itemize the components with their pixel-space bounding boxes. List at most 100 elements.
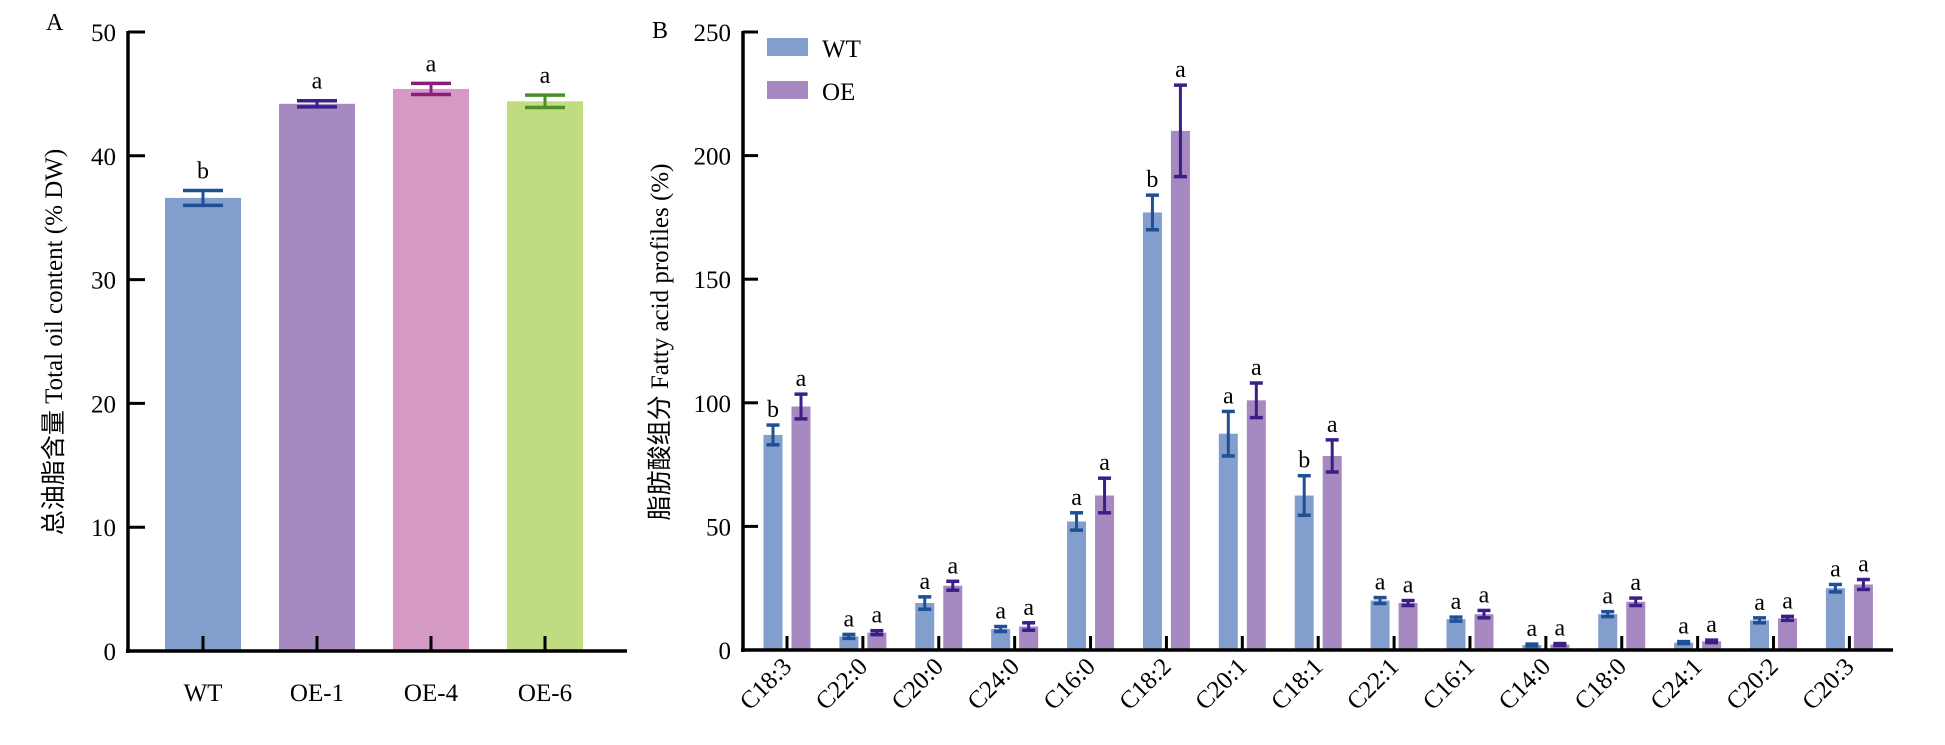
legend: WT OE	[767, 36, 861, 106]
bar-wt-c16-1	[1446, 619, 1466, 650]
x-tick-label: C16:1	[1418, 653, 1480, 715]
significance-label: a	[1630, 570, 1641, 596]
significance-label: a	[872, 603, 883, 629]
significance-label: a	[1175, 57, 1186, 83]
significance-label: a	[947, 553, 958, 579]
legend-swatch-oe	[767, 81, 808, 99]
significance-label: a	[1403, 573, 1414, 599]
significance-label: a	[1527, 616, 1538, 642]
panel-b-label: B	[652, 18, 668, 44]
significance-label: b	[1146, 167, 1158, 193]
significance-label: a	[426, 51, 437, 77]
significance-label: a	[1555, 616, 1566, 642]
panel-a-axes: WT OE-1 OE-4 OE-6 0 10 20 30 40 50	[91, 20, 627, 707]
x-tick-label: C20:3	[1797, 653, 1859, 715]
significance-label: a	[1830, 556, 1841, 582]
x-tick-label: C14:0	[1494, 653, 1556, 715]
bar-wt-c18-3	[763, 434, 783, 650]
bar-oe-c18-0	[1626, 601, 1646, 650]
significance-label: a	[796, 366, 807, 392]
y-tick-label: 200	[694, 144, 732, 171]
bar-oe-c16-1	[1474, 614, 1494, 650]
x-tick-label: C18:0	[1570, 653, 1632, 715]
bar-oe-c20-3	[1853, 584, 1873, 650]
significance-label: a	[1071, 485, 1082, 511]
x-tick-label: C20:1	[1190, 653, 1252, 715]
y-tick-label: 20	[91, 391, 116, 418]
x-tick-label: OE-4	[404, 680, 459, 707]
significance-label: a	[995, 599, 1006, 625]
x-tick-label: C22:0	[811, 653, 873, 715]
x-tick-label: C18:1	[1266, 653, 1328, 715]
y-tick-label: 30	[91, 268, 116, 295]
x-tick-label: C20:2	[1721, 653, 1783, 715]
x-tick-label: C18:2	[1114, 653, 1176, 715]
panel-a-label: A	[46, 10, 64, 36]
significance-label: a	[1099, 450, 1110, 476]
bar-wt-c24-1	[1674, 642, 1694, 650]
bar-wt-c16-0	[1067, 521, 1087, 650]
significance-label: a	[1451, 589, 1462, 615]
significance-label: a	[1706, 612, 1717, 638]
x-tick-label: C24:0	[963, 653, 1025, 715]
bar-oe-1	[279, 103, 355, 651]
x-tick-label: WT	[184, 680, 223, 707]
y-tick-label: 50	[91, 20, 116, 47]
significance-label: a	[1479, 582, 1490, 608]
panel-a: A b a a a WT OE-1 OE-4 OE-6 0 10 20 30 40 50 总油脂含量 T…	[40, 10, 627, 707]
y-tick-label: 250	[694, 20, 732, 47]
significance-label: b	[767, 397, 779, 423]
significance-label: a	[1375, 570, 1386, 596]
bar-oe-c20-0	[943, 585, 963, 650]
bar-wt-c18-0	[1598, 614, 1618, 650]
y-tick-label: 100	[694, 391, 732, 418]
significance-label: a	[1858, 552, 1869, 578]
bar-wt-c20-3	[1825, 588, 1845, 650]
x-tick-label: C16:0	[1038, 653, 1100, 715]
significance-label: a	[844, 606, 855, 632]
significance-label: a	[1223, 383, 1234, 409]
significance-label: a	[1251, 355, 1262, 381]
significance-label: a	[919, 569, 930, 595]
bar-wt	[165, 197, 241, 651]
y-tick-label: 50	[706, 514, 731, 541]
x-tick-label: C22:1	[1342, 653, 1404, 715]
bar-wt-c18-1	[1294, 495, 1314, 650]
bar-oe-c22-0	[867, 632, 887, 650]
y-tick-label: 0	[719, 638, 732, 665]
x-tick-label: C24:1	[1646, 653, 1708, 715]
legend-label-oe: OE	[822, 79, 855, 106]
significance-label: a	[540, 63, 551, 89]
significance-label: a	[1023, 595, 1034, 621]
significance-label: b	[197, 158, 209, 184]
bar-wt-c18-2	[1142, 212, 1162, 650]
bar-oe-c18-2	[1170, 130, 1190, 650]
panel-b-y-axis-title: 脂肪酸组分 Fatty acid profiles (%)	[646, 164, 674, 521]
x-tick-label: OE-1	[290, 680, 344, 707]
bar-oe-c24-0	[1019, 626, 1039, 650]
significance-label: a	[312, 69, 323, 95]
significance-label: a	[1782, 588, 1793, 614]
legend-label-wt: WT	[822, 36, 861, 63]
panel-a-bars: b a a a	[165, 51, 583, 651]
significance-label: a	[1754, 590, 1765, 616]
panel-a-y-axis-title: 总油脂含量 Total oil content (% DW)	[40, 149, 68, 535]
significance-label: a	[1327, 412, 1338, 438]
bar-wt-c22-1	[1370, 600, 1390, 650]
bar-oe-c20-2	[1778, 618, 1798, 650]
bar-oe-c20-1	[1246, 400, 1266, 650]
bar-oe-c18-1	[1322, 455, 1342, 650]
significance-label: a	[1678, 614, 1689, 640]
bar-oe-c16-0	[1095, 495, 1115, 650]
y-tick-label: 10	[91, 515, 116, 542]
bar-oe-c22-1	[1398, 603, 1418, 650]
y-tick-label: 0	[104, 639, 117, 666]
legend-swatch-wt	[767, 38, 808, 56]
y-tick-label: 40	[91, 144, 116, 171]
bar-oe-c18-3	[791, 406, 811, 650]
bar-oe-4	[393, 88, 469, 651]
significance-label: b	[1298, 448, 1310, 474]
